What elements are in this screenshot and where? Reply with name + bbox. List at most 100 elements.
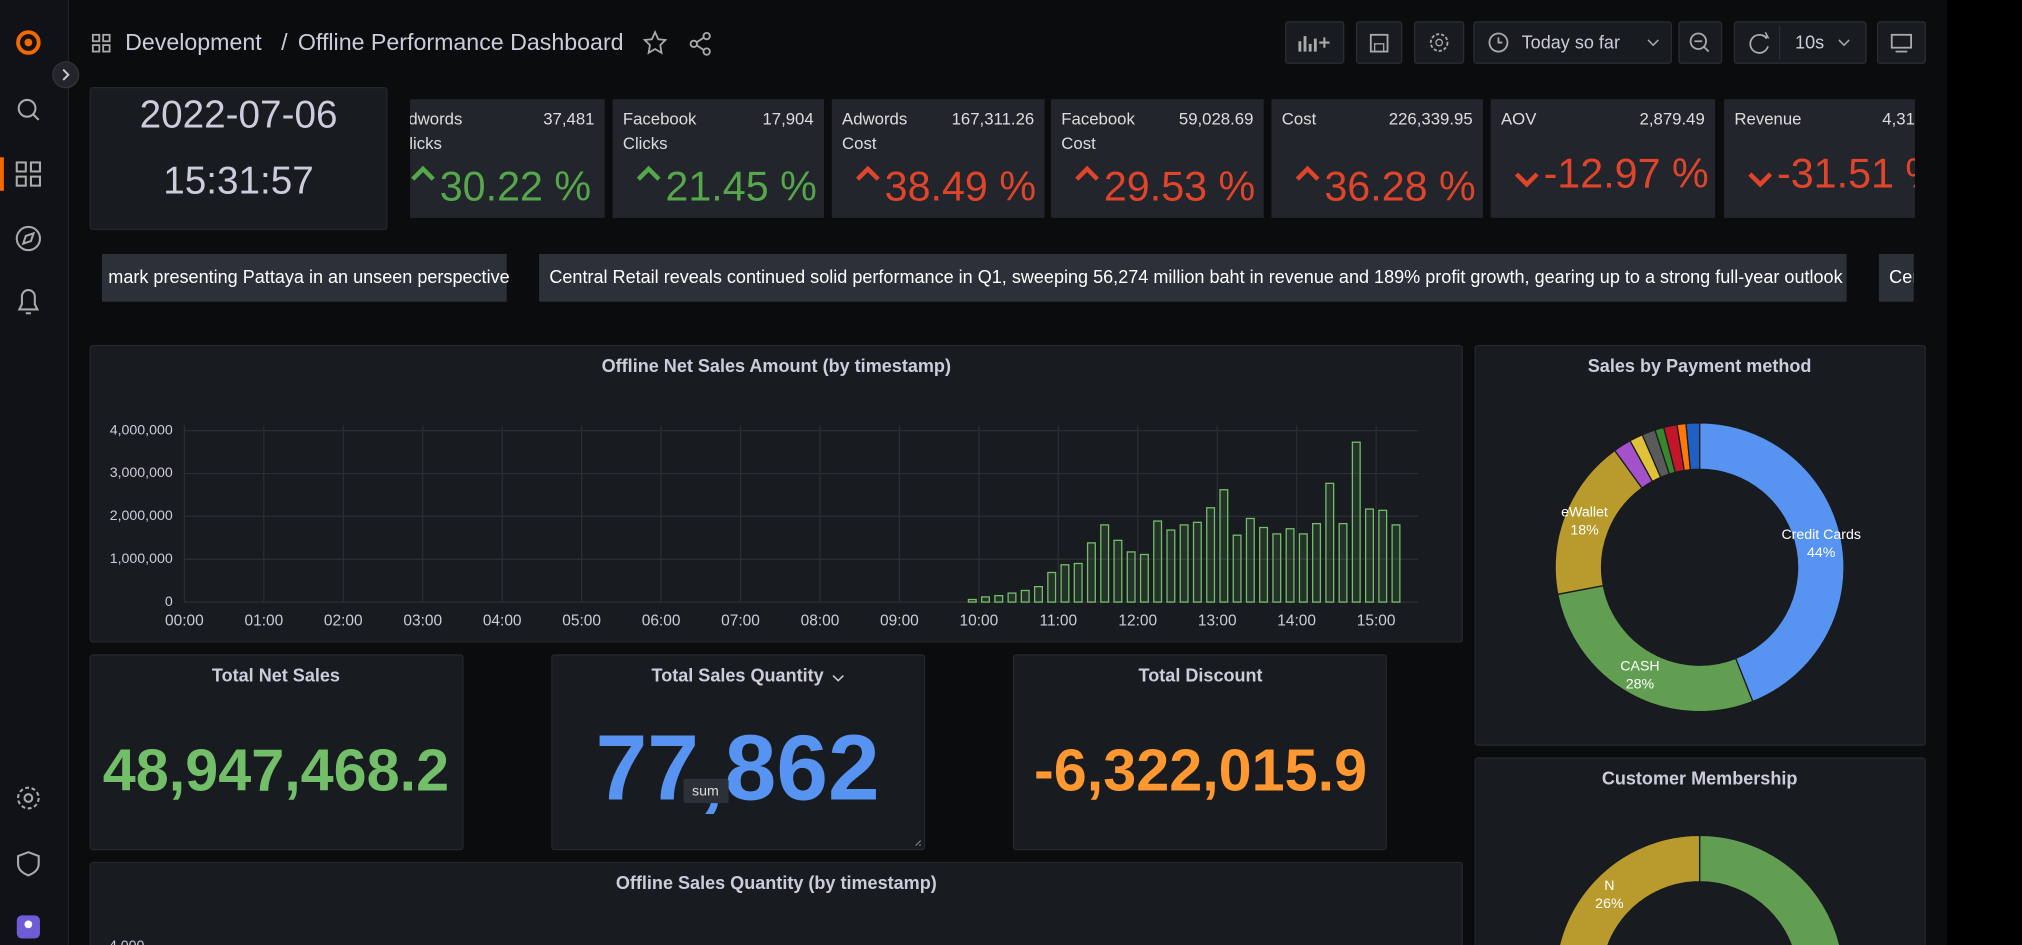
- user-avatar[interactable]: [16, 915, 40, 939]
- tv-mode-button[interactable]: [1876, 21, 1926, 64]
- x-tick-label: 09:00: [880, 613, 919, 630]
- donut-slice: [1685, 422, 1701, 471]
- stat-tile: [831, 99, 1045, 218]
- ticker-text[interactable]: Central Retail reveals continued solid p…: [549, 267, 1843, 287]
- discount-stat-panel: [1012, 654, 1387, 851]
- panel-title: Total Discount: [1139, 666, 1263, 686]
- time-picker[interactable]: [1473, 21, 1672, 64]
- slice-label: CASH: [1620, 658, 1659, 674]
- slice-value: 44%: [1807, 545, 1836, 561]
- bar: [1033, 585, 1043, 603]
- ticker-item[interactable]: [539, 253, 1847, 302]
- ticker-text[interactable]: mark presenting Pattaya in an unseen per…: [108, 267, 509, 287]
- stat-value: -6,322,015.9: [1034, 736, 1367, 803]
- star-button[interactable]: [642, 30, 668, 55]
- explore-icon[interactable]: [15, 225, 42, 252]
- arrow-up: [411, 165, 435, 181]
- x-tick-label: 12:00: [1118, 613, 1157, 630]
- stat-tile: [1271, 99, 1483, 218]
- tile-change: 38.49 %: [885, 163, 1036, 209]
- zoom-out-button[interactable]: [1678, 21, 1723, 64]
- panel-title[interactable]: Total Sales Quantity: [652, 666, 824, 686]
- panel-title: Offline Sales Quantity (by timestamp): [616, 873, 937, 893]
- tooltip: [683, 778, 729, 804]
- save-button[interactable]: [1355, 21, 1403, 64]
- bar: [1338, 522, 1348, 603]
- alerting-icon[interactable]: [17, 289, 40, 315]
- stat-tile: [1490, 99, 1716, 218]
- bar: [1206, 507, 1216, 603]
- bar: [1153, 520, 1163, 603]
- x-tick-label: 13:00: [1198, 613, 1237, 630]
- bar: [1351, 441, 1361, 603]
- bar: [1126, 551, 1136, 603]
- sidebar-expand[interactable]: [52, 61, 80, 89]
- x-tick-label: 03:00: [403, 613, 442, 630]
- bar: [1113, 539, 1123, 603]
- bar: [1086, 542, 1096, 603]
- donut-slice: [1698, 422, 1845, 703]
- stat-tile: [1724, 99, 1915, 218]
- arrow-up: [1075, 165, 1099, 181]
- tile-label: Cost: [842, 134, 877, 153]
- arrow-down: [1514, 172, 1539, 188]
- tile-label: AOV: [1501, 109, 1537, 128]
- dashboard-title: Offline Performance Dashboard: [298, 29, 624, 55]
- breadcrumb-folder[interactable]: Development: [125, 29, 262, 55]
- settings-button[interactable]: [1413, 21, 1465, 64]
- panel-menu-caret[interactable]: [832, 675, 844, 682]
- bar: [1073, 562, 1083, 603]
- slice-value: 26%: [1595, 896, 1624, 912]
- ticker-item[interactable]: [1878, 253, 1956, 302]
- tile-label: Cost: [1282, 109, 1317, 128]
- bar: [1047, 571, 1057, 603]
- tile-label: Facebook: [1061, 109, 1135, 128]
- sidebar: [0, 0, 69, 945]
- bar: [1060, 564, 1070, 603]
- refresh-interval[interactable]: 10s: [1795, 33, 1824, 53]
- donut-slice: [1698, 834, 1841, 945]
- tile-label: Clicks: [397, 134, 442, 153]
- bar: [1192, 521, 1202, 603]
- x-tick-label: 01:00: [244, 613, 283, 630]
- add-panel-button[interactable]: [1285, 21, 1345, 64]
- tile-label: Adwords: [842, 109, 907, 128]
- grafana-logo[interactable]: [16, 30, 41, 55]
- admin-icon[interactable]: [17, 851, 40, 877]
- resize-handle[interactable]: [915, 840, 922, 847]
- bar: [1100, 524, 1110, 603]
- arrow-down: [1748, 172, 1773, 188]
- search-icon[interactable]: [17, 98, 40, 121]
- y-tick-label: 3,000,000: [110, 465, 173, 481]
- clock-date: 2022-07-06: [140, 94, 338, 137]
- stat-tile: [612, 99, 825, 218]
- tile-label: Revenue: [1734, 109, 1801, 128]
- tile-label: Cost: [1061, 134, 1096, 153]
- ticker-text[interactable]: Cer: [1889, 267, 1918, 287]
- arrow-up: [636, 165, 661, 181]
- y-tick-label: 4,000: [109, 938, 145, 945]
- tile-label: Adwords: [397, 109, 462, 128]
- ticker-item[interactable]: [101, 253, 507, 302]
- clock-time: 15:31:57: [163, 159, 314, 202]
- y-tick-label: 1,000,000: [110, 551, 173, 567]
- bar: [1298, 533, 1308, 603]
- x-tick-label: 02:00: [324, 613, 363, 630]
- refresh-picker[interactable]: [1733, 21, 1867, 64]
- tile-change: 21.45 %: [665, 163, 816, 209]
- slice-label: Credit Cards: [1781, 527, 1861, 543]
- bar: [1020, 589, 1030, 603]
- net-sales-stat-panel: [89, 654, 464, 851]
- dashboards-icon[interactable]: [15, 161, 42, 187]
- sales-quantity-panel: [89, 861, 1463, 945]
- bar: [1364, 508, 1375, 603]
- share-button[interactable]: [689, 31, 711, 56]
- slice-label: N: [1604, 878, 1614, 894]
- dashboard-grid-icon: [91, 33, 111, 53]
- tile-total: 17,904: [762, 109, 813, 128]
- arrow-up: [1295, 165, 1320, 181]
- time-range[interactable]: Today so far: [1522, 33, 1620, 53]
- settings-icon[interactable]: [17, 786, 40, 810]
